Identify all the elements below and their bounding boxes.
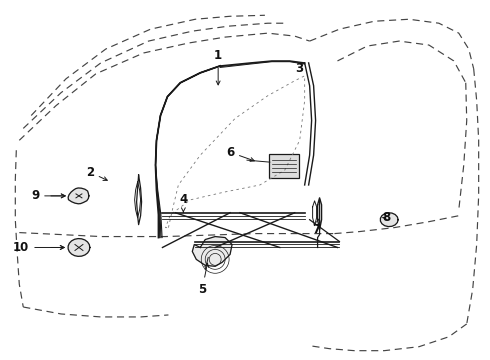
- Text: 5: 5: [198, 263, 209, 296]
- Text: 6: 6: [226, 146, 254, 161]
- Text: 4: 4: [179, 193, 188, 212]
- Polygon shape: [68, 239, 90, 256]
- Text: 1: 1: [214, 49, 222, 85]
- Text: 3: 3: [295, 62, 304, 75]
- Text: 10: 10: [13, 241, 64, 254]
- Text: 9: 9: [31, 189, 65, 202]
- Polygon shape: [68, 188, 89, 204]
- Polygon shape: [192, 237, 232, 266]
- Text: 8: 8: [382, 211, 391, 224]
- FancyBboxPatch shape: [269, 154, 299, 178]
- Text: 2: 2: [86, 166, 107, 180]
- Text: 7: 7: [313, 219, 321, 236]
- Polygon shape: [380, 213, 398, 226]
